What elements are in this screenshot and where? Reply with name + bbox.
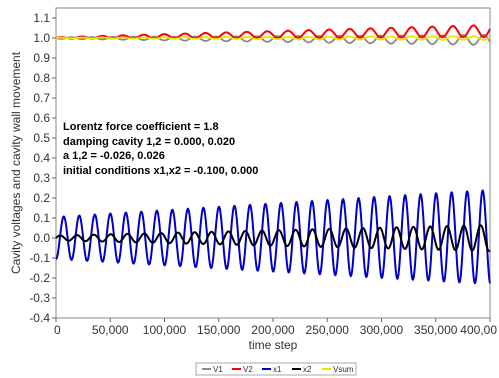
legend-label: V1	[213, 365, 223, 374]
x-tick-label: 150,000	[197, 323, 241, 337]
legend-label: x2	[303, 365, 312, 374]
x-axis-title: time step	[249, 338, 298, 352]
series-layer	[55, 24, 491, 285]
series-line-x1	[55, 189, 491, 285]
y-tick-label: 0.2	[33, 191, 50, 205]
x-tick-label: 0	[54, 323, 61, 337]
y-tick-label: 0.1	[33, 211, 50, 225]
y-tick-label: 0.0	[33, 231, 50, 245]
series-line-vsum	[55, 35, 491, 41]
x-tick-label: 350,000	[414, 323, 458, 337]
y-tick-label: 0.9	[33, 51, 50, 65]
annotation-line: damping cavity 1,2 = 0.000, 0.020	[63, 136, 235, 148]
y-tick-label: -0.4	[29, 311, 50, 325]
annotation-block: Lorentz force coefficient = 1.8 damping …	[63, 121, 258, 177]
series-line-v2	[55, 24, 491, 40]
x-tick-label: 400,00	[460, 323, 497, 337]
legend-label: Vsum	[333, 365, 354, 374]
x-tick-label: 100,000	[143, 323, 187, 337]
y-tick-label: 1.0	[33, 31, 50, 45]
legend-items: V1 V2 x1 x2 Vsum	[202, 365, 354, 374]
legend-label: V2	[243, 365, 253, 374]
y-tick-label: 1.1	[33, 11, 50, 25]
y-tick-label: 0.3	[33, 171, 50, 185]
y-tick-label: -0.3	[29, 291, 50, 305]
y-tick-label: 0.4	[33, 151, 50, 165]
annotation-line: a 1,2 = -0.026, 0.026	[63, 150, 165, 162]
legend: V1 V2 x1 x2 Vsum	[195, 362, 357, 376]
x-tick-label: 200,000	[251, 323, 295, 337]
y-tick-label: -0.2	[29, 271, 50, 285]
y-axis: -0.4 -0.3 -0.2 -0.1 0.0 0.1 0.2 0.3 0.4 0.5 0.6 0.7…	[29, 11, 56, 325]
x-tick-label: 50,000	[92, 323, 129, 337]
legend-box	[195, 362, 357, 376]
y-tick-label: 0.7	[33, 91, 50, 105]
plot-area	[55, 7, 491, 319]
x-tick-label: 300,000	[360, 323, 404, 337]
x-axis: 0 50,000 100,000 150,000 200,000 250,000 300,0…	[54, 318, 497, 337]
y-tick-label: 0.8	[33, 71, 50, 85]
series-line-x2	[55, 224, 491, 253]
y-tick-label: 0.5	[33, 131, 50, 145]
x-tick-label: 250,000	[306, 323, 350, 337]
y-tick-label: -0.1	[29, 251, 50, 265]
y-tick-label: 0.6	[33, 111, 50, 125]
annotation-line: Lorentz force coefficient = 1.8	[63, 121, 219, 133]
legend-label: x1	[273, 365, 282, 374]
y-axis-title: Cavity voltages and cavity wall movement	[9, 51, 23, 274]
annotation-line: initial conditions x1,x2 = -0.100, 0.000	[63, 165, 258, 177]
